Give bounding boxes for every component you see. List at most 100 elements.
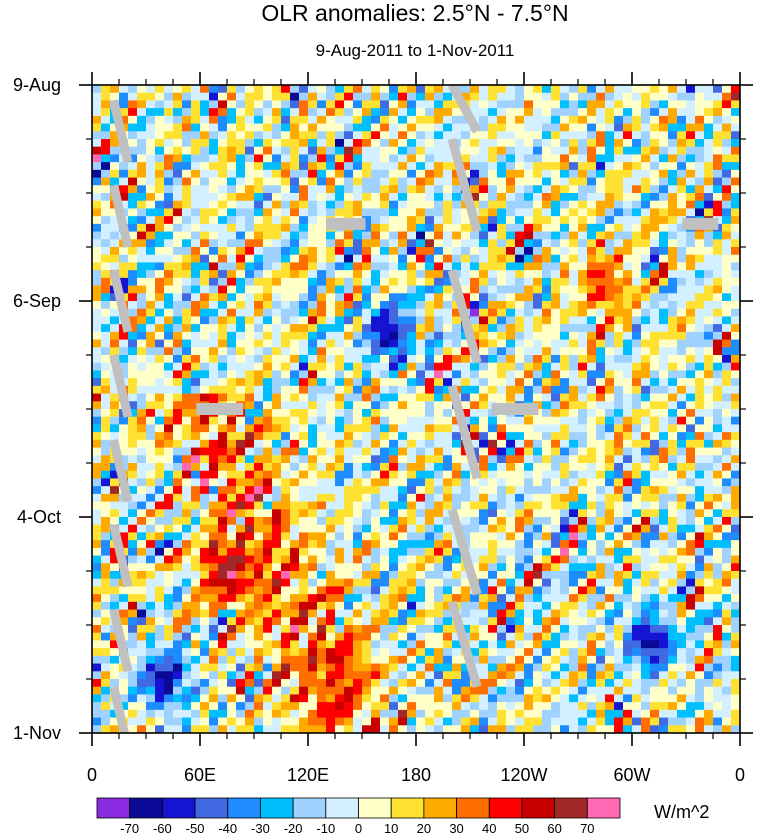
field-cell [308, 223, 318, 232]
field-cell [704, 416, 714, 425]
field-cell [389, 331, 399, 340]
field-cell [416, 501, 426, 510]
field-cell [506, 185, 516, 194]
field-cell [470, 447, 480, 456]
field-cell [713, 262, 723, 271]
field-cell [641, 493, 651, 502]
field-cell [335, 517, 345, 526]
field-cell [686, 316, 696, 325]
field-cell [434, 517, 444, 526]
field-cell [542, 339, 552, 348]
field-cell [686, 324, 696, 333]
field-cell [722, 108, 732, 117]
field-cell [272, 162, 282, 171]
field-cell [317, 216, 327, 225]
field-cell [209, 586, 219, 595]
field-cell [263, 270, 273, 279]
field-cell [101, 501, 111, 510]
field-cell [434, 193, 444, 202]
field-cell [308, 393, 318, 402]
field-cell [704, 409, 714, 418]
field-cell [650, 432, 660, 441]
field-cell [677, 177, 687, 186]
field-cell [722, 293, 732, 302]
field-cell [587, 85, 597, 94]
field-cell [443, 470, 453, 479]
field-cell [209, 617, 219, 626]
field-cell [470, 563, 480, 572]
field-cell [281, 223, 291, 232]
field-cell [542, 563, 552, 572]
field-cell [92, 470, 102, 479]
field-cell [164, 216, 174, 225]
field-cell [299, 339, 309, 348]
field-cell [263, 85, 273, 94]
field-cell [299, 216, 309, 225]
field-cell [380, 385, 390, 394]
field-cell [173, 424, 183, 433]
field-cell [542, 115, 552, 124]
field-cell [479, 285, 489, 294]
field-cell [695, 270, 705, 279]
field-cell [722, 524, 732, 533]
field-cell [326, 254, 336, 263]
field-cell [650, 547, 660, 556]
field-cell [236, 586, 246, 595]
field-cell [407, 609, 417, 618]
field-cell [254, 455, 264, 464]
field-cell [137, 270, 147, 279]
field-cell [164, 571, 174, 580]
field-cell [713, 277, 723, 286]
field-cell [596, 601, 606, 610]
field-cell [236, 416, 246, 425]
field-cell [659, 409, 669, 418]
field-cell [101, 208, 111, 217]
field-cell [425, 331, 435, 340]
field-cell [353, 293, 363, 302]
field-cell [182, 547, 192, 556]
field-cell [452, 594, 462, 603]
field-cell [290, 270, 300, 279]
field-cell [695, 100, 705, 109]
field-cell [614, 185, 624, 194]
field-cell [209, 532, 219, 541]
field-cell [695, 401, 705, 410]
field-cell [227, 154, 237, 163]
field-cell [416, 115, 426, 124]
field-cell [416, 486, 426, 495]
field-cell [344, 208, 354, 217]
field-cell [137, 385, 147, 394]
field-cell [263, 92, 273, 101]
field-cell [362, 169, 372, 178]
field-cell [623, 586, 633, 595]
field-cell [254, 162, 264, 171]
field-cell [101, 123, 111, 132]
field-cell [308, 270, 318, 279]
field-cell [515, 509, 525, 518]
field-cell [245, 601, 255, 610]
field-cell [272, 609, 282, 618]
field-cell [497, 355, 507, 364]
field-cell [344, 277, 354, 286]
field-cell [596, 609, 606, 618]
field-cell [695, 601, 705, 610]
field-cell [182, 154, 192, 163]
field-cell [497, 571, 507, 580]
field-cell [587, 486, 597, 495]
field-cell [650, 223, 660, 232]
field-cell [551, 571, 561, 580]
field-cell [344, 470, 354, 479]
field-cell [209, 131, 219, 140]
field-cell [650, 239, 660, 248]
field-cell [380, 277, 390, 286]
field-cell [731, 424, 740, 433]
field-cell [623, 540, 633, 549]
field-cell [146, 324, 156, 333]
field-cell [263, 432, 273, 441]
field-cell [479, 193, 489, 202]
field-cell [191, 239, 201, 248]
field-cell [110, 131, 120, 140]
field-cell [614, 455, 624, 464]
field-cell [614, 594, 624, 603]
field-cell [236, 177, 246, 186]
